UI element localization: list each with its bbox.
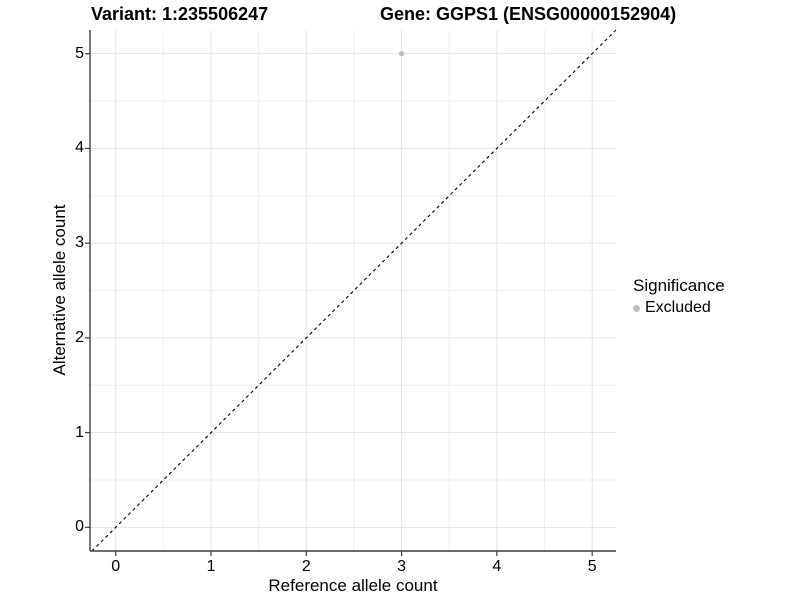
y-tick-label: 1 — [75, 423, 84, 441]
plot-title-variant: Variant: 1:235506247 — [91, 4, 269, 24]
x-tick-label: 1 — [206, 558, 216, 575]
legend-item-label: Excluded — [645, 299, 711, 316]
x-tick-label: 3 — [397, 558, 407, 575]
identity-reference-line — [91, 29, 617, 552]
y-tick-label: 3 — [75, 234, 84, 252]
y-tick-label: 2 — [75, 328, 84, 346]
legend-item-excluded: Excluded — [633, 299, 725, 317]
x-axis-label: Reference allele count — [268, 576, 438, 595]
x-tick-label: 0 — [111, 558, 121, 575]
y-tick-label: 5 — [75, 44, 84, 62]
x-tick-label: 2 — [301, 558, 311, 575]
x-tick-label: 5 — [587, 558, 597, 575]
data-point-excluded — [398, 50, 405, 57]
y-tick-label: 0 — [75, 518, 84, 536]
legend: Significance Excluded — [633, 276, 725, 317]
y-tick-label: 4 — [75, 139, 84, 157]
plot-title-gene: Gene: GGPS1 (ENSG00000152904) — [380, 4, 677, 24]
legend-title: Significance — [633, 276, 725, 295]
x-tick-label: 4 — [492, 558, 502, 575]
y-axis-label: Alternative allele count — [50, 204, 69, 376]
legend-point-icon — [633, 304, 640, 312]
